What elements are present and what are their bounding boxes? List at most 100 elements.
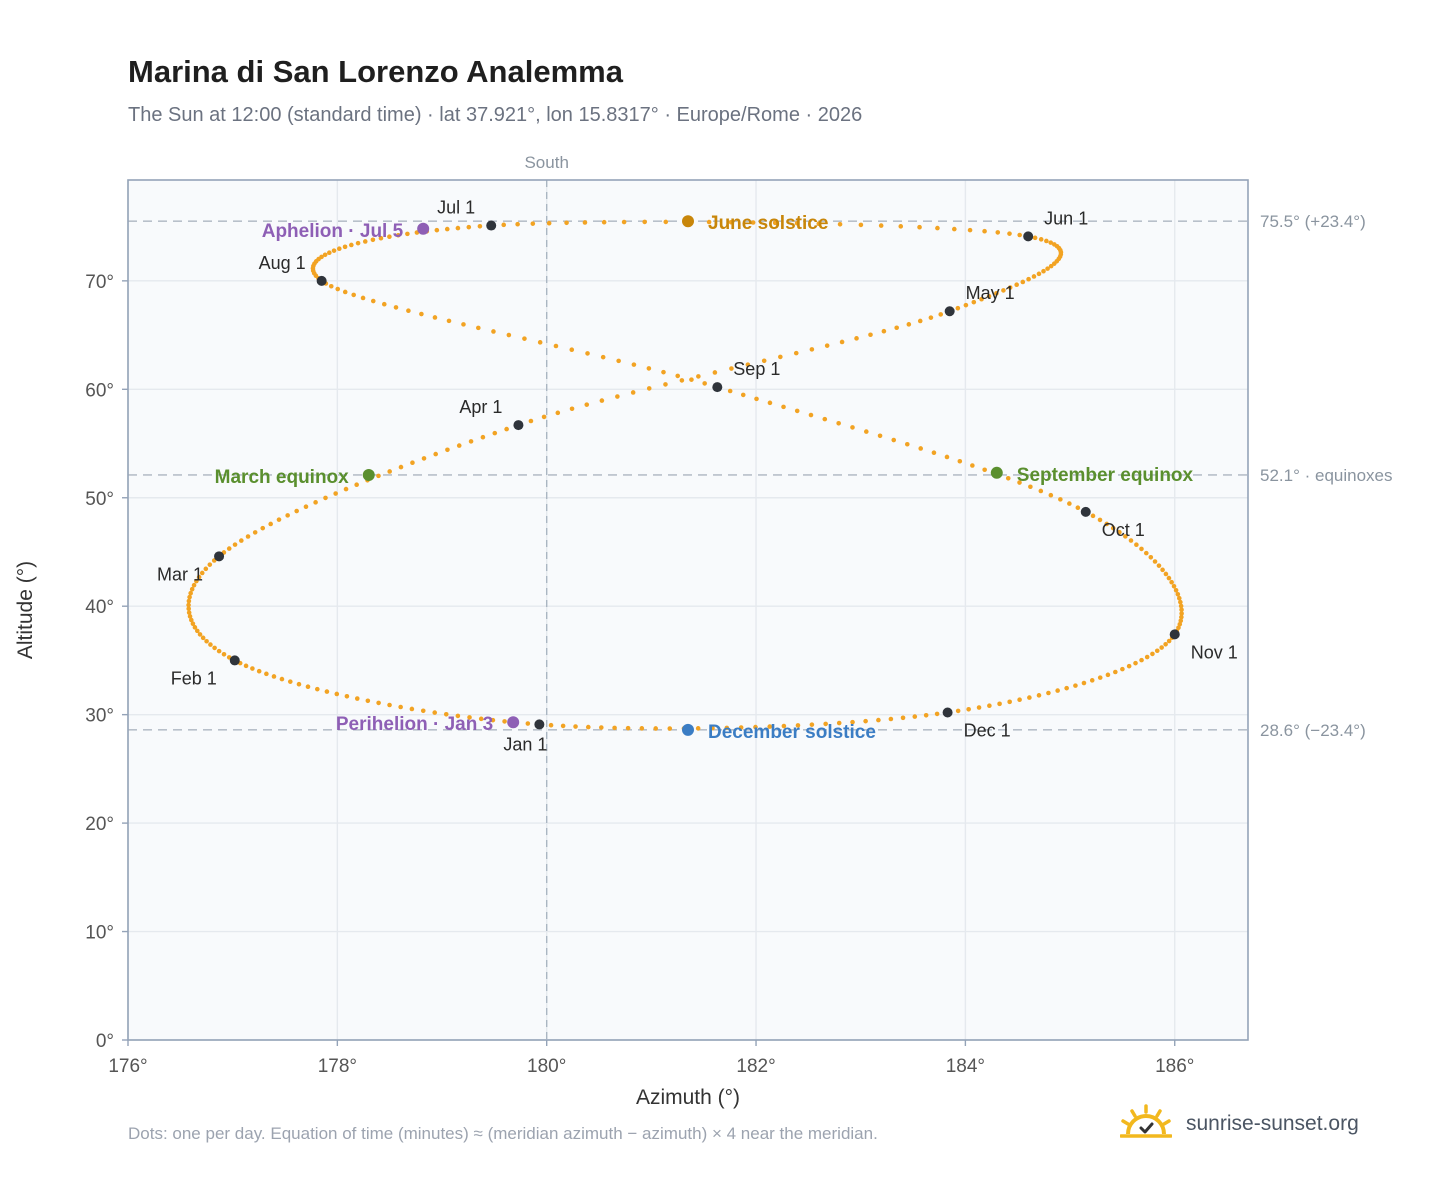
- analemma-day-dot: [336, 246, 342, 252]
- analemma-day-dot: [1067, 501, 1072, 506]
- analemma-day-dot: [194, 578, 199, 584]
- analemma-curve: [186, 219, 1184, 731]
- analemma-day-dot: [199, 570, 205, 576]
- analemma-day-dot: [370, 237, 376, 243]
- analemma-day-dot: [279, 676, 285, 682]
- analemma-day-dot: [963, 302, 969, 308]
- analemma-day-dot: [264, 671, 269, 677]
- analemma-day-dot: [303, 504, 309, 509]
- analemma-day-dot: [1178, 618, 1184, 624]
- analemma-day-dot: [1064, 685, 1069, 691]
- analemma-day-dot: [445, 447, 450, 453]
- analemma-day-dot: [1163, 571, 1169, 577]
- analemma-day-dot: [1007, 699, 1012, 705]
- analemma-day-dot: [569, 347, 575, 352]
- analemma-day-dot: [256, 668, 262, 674]
- meridian: South: [524, 153, 569, 1040]
- month-marker: [942, 707, 953, 718]
- x-axis-label: Azimuth (°): [636, 1086, 740, 1109]
- analemma-day-dot: [187, 614, 193, 619]
- event-label: March equinox: [215, 467, 350, 488]
- analemma-day-dot: [661, 369, 666, 375]
- analemma-day-dot: [1048, 263, 1054, 269]
- analemma-day-dot: [823, 721, 828, 727]
- y-axis-ticks: 0° 10° 20° 30° 40° 50° 60° 70°: [85, 272, 128, 1052]
- analemma-day-dot: [952, 226, 957, 232]
- analemma-day-dot: [1027, 695, 1032, 700]
- analemma-day-dot: [621, 219, 627, 225]
- analemma-day-dot: [546, 220, 552, 226]
- analemma-day-dot: [1113, 669, 1118, 675]
- month-marker-label: Jun 1: [1044, 208, 1088, 228]
- analemma-day-dot: [1031, 274, 1037, 279]
- analemma-day-dot: [1179, 611, 1184, 616]
- analemma-day-dot: [585, 351, 590, 356]
- analemma-day-dot: [285, 513, 290, 518]
- analemma-day-dot: [1058, 497, 1063, 502]
- analemma-day-dot: [1176, 595, 1182, 601]
- analemma-day-dot: [928, 315, 934, 320]
- analemma-day-dot: [615, 394, 620, 399]
- analemma-day-dot: [727, 388, 733, 394]
- analemma-day-dot: [355, 240, 361, 246]
- analemma-day-dot: [639, 726, 645, 731]
- analemma-day-dot: [271, 674, 277, 679]
- brand[interactable]: sunrise-sunset.org: [1120, 1102, 1359, 1146]
- month-marker: [534, 719, 545, 730]
- analemma-day-dot: [1166, 575, 1172, 581]
- month-marker: [214, 551, 225, 562]
- analemma-day-dot: [342, 244, 348, 250]
- analemma-day-dot: [728, 219, 734, 225]
- month-marker-label: Nov 1: [1191, 642, 1238, 662]
- analemma-day-dot: [630, 390, 636, 395]
- analemma-day-dot: [754, 396, 759, 402]
- x-tick-label: 180°: [527, 1056, 566, 1077]
- analemma-day-dot: [982, 467, 987, 473]
- analemma-day-dot: [252, 530, 258, 535]
- analemma-day-dot: [432, 710, 438, 715]
- analemma-day-dot: [663, 382, 668, 387]
- analemma-day-dot: [1038, 488, 1044, 494]
- analemma-day-dot: [294, 508, 299, 514]
- analemma-day-dot: [1097, 675, 1103, 680]
- analemma-day-dot: [226, 546, 232, 551]
- x-axis-ticks: 176° 178° 180° 182° 184° 186°: [108, 1040, 1194, 1077]
- analemma-day-dot: [675, 373, 681, 379]
- analemma-day-dot: [1055, 688, 1060, 693]
- analemma-day-dot: [476, 325, 481, 331]
- y-tick-label: 30°: [85, 706, 114, 727]
- analemma-day-dot: [456, 443, 462, 448]
- analemma-day-dot: [1075, 505, 1081, 511]
- event-label: Aphelion · Jul 5: [262, 221, 404, 242]
- analemma-day-dot: [239, 538, 244, 543]
- analemma-day-dot: [287, 679, 293, 684]
- analemma-day-dot: [646, 366, 652, 371]
- analemma-day-dot: [1150, 651, 1155, 657]
- x-tick-label: 182°: [736, 1056, 775, 1077]
- analemma-day-dot: [816, 221, 822, 227]
- analemma-day-dot: [900, 715, 906, 721]
- analemma-day-dot: [944, 454, 950, 460]
- analemma-day-dot: [467, 715, 472, 720]
- month-marker-label: Apr 1: [459, 397, 502, 417]
- analemma-day-dot: [313, 500, 318, 505]
- analemma-day-dot: [1156, 563, 1162, 568]
- analemma-day-dot: [836, 720, 842, 726]
- analemma-day-dot: [1178, 603, 1184, 609]
- analemma-day-dot: [794, 408, 800, 414]
- month-marker-label: Sep 1: [733, 359, 780, 379]
- analemma-day-dot: [197, 632, 203, 637]
- analemma-day-dot: [877, 433, 883, 439]
- analemma-day-dot: [186, 610, 192, 615]
- analemma-day-dot: [541, 414, 547, 420]
- analemma-day-dot: [387, 469, 392, 474]
- analemma-day-dot: [1163, 642, 1168, 647]
- analemma-day-dot: [343, 486, 349, 492]
- analemma-day-dot: [987, 703, 992, 709]
- analemma-day-dot: [203, 566, 209, 572]
- month-marker-label: Oct 1: [1102, 520, 1145, 540]
- analemma-day-dot: [1017, 480, 1022, 485]
- analemma-day-dot: [795, 723, 801, 728]
- analemma-day-dot: [938, 312, 944, 317]
- analemma-day-dot: [837, 221, 843, 227]
